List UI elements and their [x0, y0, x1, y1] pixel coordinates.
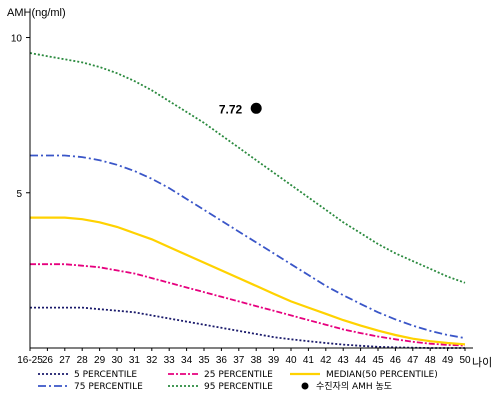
x-tick-label: 27 — [59, 355, 71, 366]
legend-label: 95 PERCENTILE — [204, 382, 273, 392]
x-tick-label: 44 — [355, 355, 367, 366]
x-tick-label: 26 — [42, 355, 54, 366]
series-layer — [29, 52, 466, 349]
x-tick-label: 39 — [268, 355, 280, 366]
x-tick-label: 47 — [407, 355, 419, 366]
x-tick-label: 38 — [251, 355, 263, 366]
series-line-2 — [30, 216, 466, 346]
x-tick-label: 49 — [442, 355, 454, 366]
legend-label: 25 PERCENTILE — [204, 370, 273, 380]
series-line-3 — [30, 154, 466, 339]
legend: 5 PERCENTILE 25 PERCENTILE MEDIAN(50 PERCE… — [38, 370, 438, 392]
x-tick-label: 43 — [338, 355, 350, 366]
x-tick-label: 34 — [181, 355, 193, 366]
series-line-0 — [30, 306, 465, 349]
x-tick-label: 46 — [390, 355, 402, 366]
x-tick-label: 42 — [320, 355, 332, 366]
y-tick-label: 5 — [16, 189, 22, 200]
x-axis-label: 나이 — [472, 356, 492, 369]
legend-marker-label: 수진자의 AMH 농도 — [316, 381, 392, 392]
x-tick-label: 29 — [94, 355, 106, 366]
patient-marker-point — [250, 102, 262, 114]
patient-marker-label: 7.72 — [219, 102, 243, 116]
x-tick-label: 45 — [372, 355, 384, 366]
y-tick-label: 10 — [11, 34, 23, 45]
legend-marker-swatch — [301, 382, 309, 390]
x-tick-label: 28 — [77, 355, 89, 366]
x-tick-label: 32 — [146, 355, 158, 366]
x-tick-label: 30 — [111, 355, 123, 366]
marker-layer: 7.72 — [219, 102, 262, 116]
legend-label: 75 PERCENTILE — [74, 382, 143, 392]
x-tick-label: 50 — [459, 355, 471, 366]
x-tick-label: 16-25 — [17, 355, 43, 366]
x-tick-label: 41 — [303, 355, 315, 366]
series-line-1 — [30, 263, 466, 347]
x-tick-label: 31 — [129, 355, 141, 366]
legend-label: MEDIAN(50 PERCENTILE) — [326, 370, 438, 380]
x-tick-label: 35 — [198, 355, 210, 366]
x-tick-label: 48 — [425, 355, 437, 366]
legend-label: 5 PERCENTILE — [74, 370, 137, 380]
x-tick-label: 37 — [233, 355, 245, 366]
y-axis-label: AMH(ng/ml) — [7, 7, 66, 19]
x-ticks: 16-25 26 27 28 29 30 31 32 33 34 35 36 37 38 39 40 41 42 4… — [17, 348, 471, 366]
x-tick-label: 33 — [164, 355, 176, 366]
x-tick-label: 36 — [216, 355, 228, 366]
series-line-4 — [29, 52, 466, 284]
x-tick-label: 40 — [285, 355, 297, 366]
y-ticks: 10 5 — [11, 34, 30, 200]
